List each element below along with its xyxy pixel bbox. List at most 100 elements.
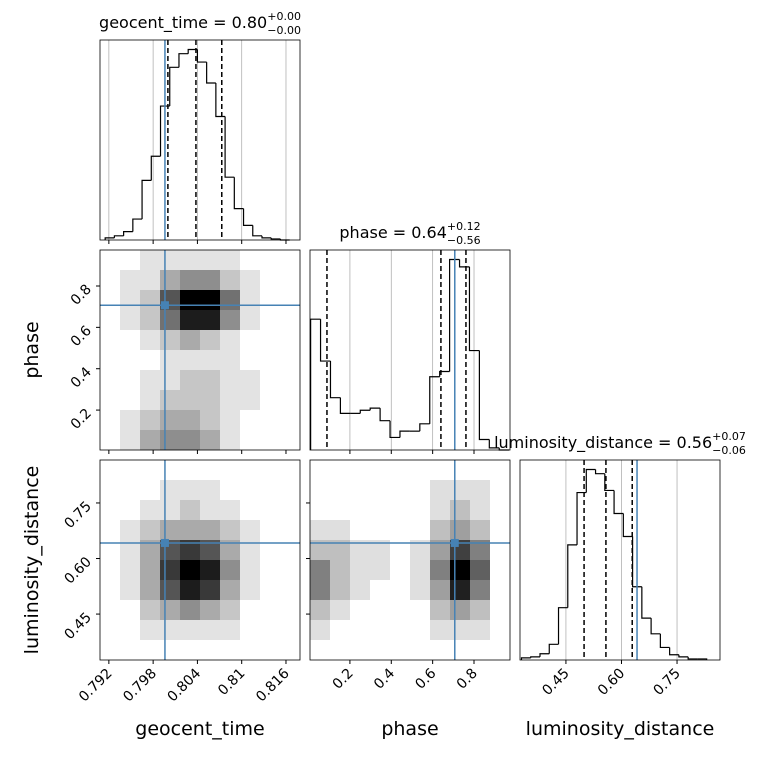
density-cell: [260, 500, 281, 521]
density-cell: [240, 310, 261, 331]
density-cell: [160, 270, 181, 291]
density-cell: [160, 640, 181, 661]
density-cell: [450, 580, 471, 601]
hist-bin: [141, 179, 152, 220]
density-cell: [140, 430, 161, 451]
density-cell: [260, 580, 281, 601]
density-cell: [310, 460, 331, 481]
density-cell: [470, 580, 491, 601]
y-tick-label: 0.4: [68, 364, 95, 391]
density-cell: [350, 500, 371, 521]
density-cell: [240, 250, 261, 271]
hist-bin: [530, 656, 540, 658]
density-cell: [220, 540, 241, 561]
density-cell: [330, 600, 351, 621]
density-cell: [330, 520, 351, 541]
density-cell: [160, 560, 181, 581]
truth-marker: [160, 301, 169, 310]
hist-bin: [379, 408, 391, 422]
y-tick-label: 0.2: [68, 406, 95, 433]
hist-bin: [104, 237, 115, 240]
panel-title: geocent_time = 0.80: [99, 13, 267, 33]
density-cell: [470, 460, 491, 481]
density-cell: [310, 600, 331, 621]
density-cell: [470, 620, 491, 641]
y-tick-label: 0.8: [68, 282, 95, 309]
density-cell: [200, 500, 221, 521]
x-tick-label: 0.81: [215, 666, 248, 699]
density-cell: [470, 480, 491, 501]
density-cell: [310, 620, 331, 641]
hist-bin: [196, 49, 207, 63]
truth-marker: [160, 538, 169, 547]
density-cell: [330, 560, 351, 581]
density-cell: [100, 270, 121, 291]
hist-bin: [206, 62, 216, 84]
density-cell: [260, 430, 281, 451]
hist-bin: [631, 536, 642, 588]
density-cell: [280, 370, 301, 391]
x-axis-label: phase: [381, 718, 438, 740]
density-cell: [350, 620, 371, 641]
hist-bin: [576, 491, 587, 545]
y-axis-label: phase: [21, 321, 43, 378]
density-cell: [100, 250, 121, 271]
density-cell: [180, 250, 201, 271]
density-cell: [240, 370, 261, 391]
density-cell: [220, 350, 241, 371]
density-cell: [260, 290, 281, 311]
density-cell: [490, 500, 511, 521]
density-cell: [410, 540, 431, 561]
density-cell: [280, 410, 301, 431]
density-cell: [370, 520, 391, 541]
density-cell: [200, 540, 221, 561]
density-cell: [240, 290, 261, 311]
hist-bin: [329, 361, 341, 399]
density-cell: [200, 270, 221, 291]
density-cell: [140, 350, 161, 371]
density-cell: [220, 460, 241, 481]
density-cell: [330, 540, 351, 561]
density-cell: [120, 600, 141, 621]
title-plus: +0.12: [447, 220, 481, 233]
density-cell: [140, 460, 161, 481]
density-cell: [410, 580, 431, 601]
density-cell: [180, 370, 201, 391]
density-cell: [490, 460, 511, 481]
x-tick-label: 0.2: [330, 666, 357, 693]
density-cell: [220, 500, 241, 521]
density-cell: [140, 290, 161, 311]
density-cell: [120, 620, 141, 641]
density-cell: [240, 270, 261, 291]
density-cell: [280, 390, 301, 411]
hist-bin: [458, 259, 470, 268]
density-cell: [100, 600, 121, 621]
hist-bin: [594, 469, 605, 475]
density-cell: [410, 560, 431, 581]
density-cell: [490, 540, 511, 561]
hist-bin: [678, 654, 689, 658]
density-cell: [200, 330, 221, 351]
title-minus: −0.00: [267, 24, 301, 37]
hist-bin: [159, 105, 170, 157]
density-cell: [100, 580, 121, 601]
y-tick-label: 0.6: [68, 323, 95, 350]
density-cell: [260, 350, 281, 371]
density-cell: [100, 500, 121, 521]
density-cell: [430, 580, 451, 601]
density-cell: [160, 430, 181, 451]
density-cell: [390, 640, 411, 661]
density-cell: [390, 540, 411, 561]
hist-bin: [622, 513, 633, 538]
y-tick-label: 0.45: [61, 610, 94, 643]
density-cell: [100, 620, 121, 641]
density-cell: [200, 640, 221, 661]
hist-bin: [123, 231, 133, 236]
density-cell: [160, 390, 181, 411]
title-minus: −0.06: [712, 444, 746, 457]
density-cell: [140, 330, 161, 351]
hist-bin: [567, 544, 578, 608]
density-cell: [470, 540, 491, 561]
density-cell: [220, 480, 241, 501]
density-cell: [180, 520, 201, 541]
